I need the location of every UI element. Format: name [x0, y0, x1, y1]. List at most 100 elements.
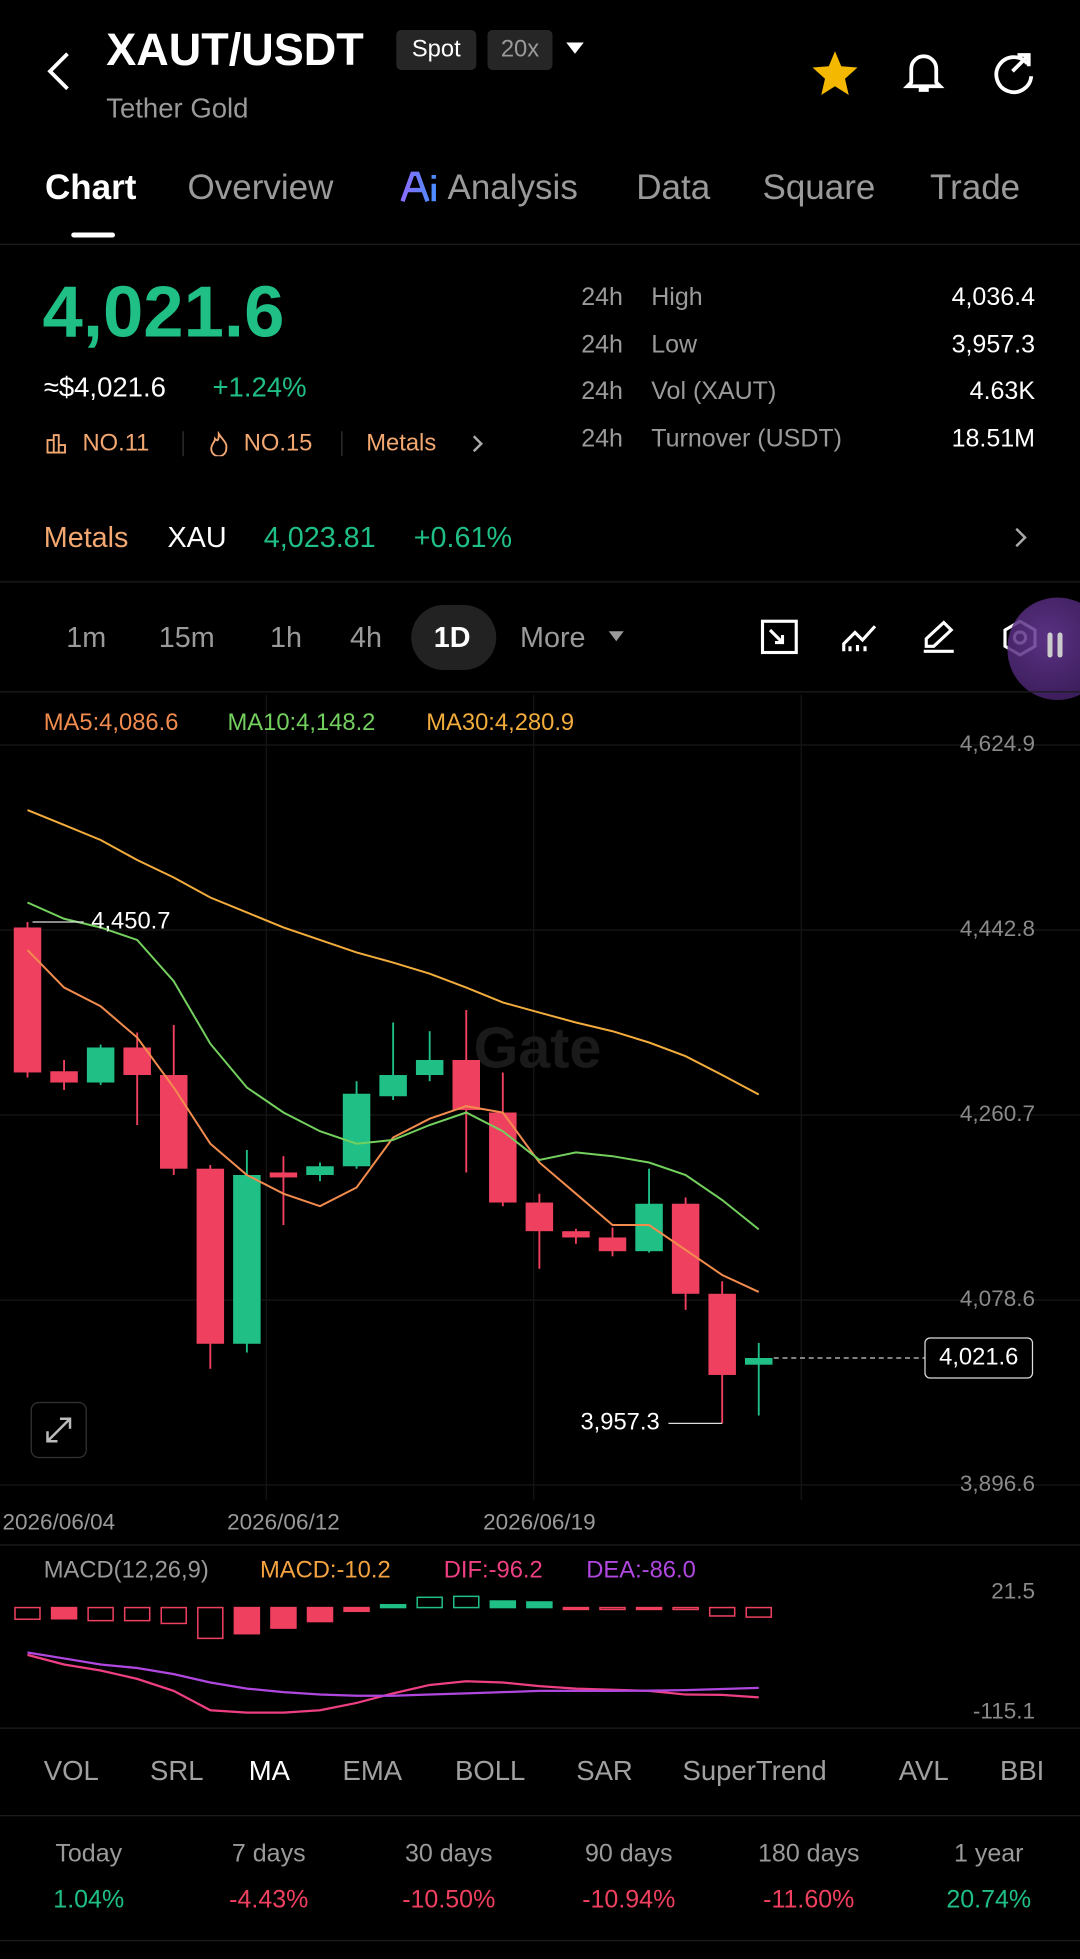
macd-bar — [14, 1606, 41, 1620]
interval[interactable]: 15m — [158, 620, 215, 654]
macd-bar — [635, 1606, 663, 1611]
related-price: 4,023.81 — [263, 520, 376, 554]
tag-spot[interactable]: Spot — [396, 30, 477, 70]
x-tick-label: 2026/06/04 — [3, 1510, 116, 1535]
legend-entry: DEA:-86.0 — [586, 1557, 696, 1584]
tab-indicator — [71, 232, 115, 238]
tab[interactable]: Chart — [45, 167, 137, 207]
indicator-tab[interactable]: AVL — [898, 1755, 949, 1787]
indicator-tab[interactable]: BOLL — [455, 1755, 526, 1787]
candle-body — [342, 1093, 371, 1167]
perf-period: 90 days — [584, 1840, 673, 1868]
macd-bar — [306, 1606, 334, 1623]
ai-icon — [400, 171, 436, 202]
legend-entry: MA5:4,086.6 — [44, 709, 179, 736]
stat-label: Turnover (USDT) — [651, 424, 843, 452]
candle-body — [562, 1231, 590, 1238]
interval[interactable]: 4h — [350, 620, 382, 654]
macd-bar — [599, 1606, 626, 1611]
interval-active-bg — [411, 605, 497, 670]
macd-bar — [416, 1596, 443, 1609]
perf-period: 30 days — [404, 1840, 493, 1868]
floating-assistant[interactable] — [1007, 597, 1080, 700]
tab[interactable]: Analysis — [447, 167, 578, 207]
tag-leverage[interactable]: 20x — [487, 30, 553, 70]
perf-period: 180 days — [758, 1840, 860, 1868]
macd-bar — [160, 1606, 187, 1625]
related-symbol[interactable]: XAU — [167, 520, 227, 554]
rank[interactable]: NO.15 — [243, 430, 313, 457]
chevron[interactable] — [1013, 526, 1028, 549]
chevron — [472, 435, 484, 453]
macd-bar — [123, 1606, 151, 1622]
y-tick-label: 21.5 — [991, 1578, 1035, 1603]
last-price-box — [924, 1337, 1034, 1379]
interval-more[interactable]: More — [520, 620, 586, 654]
category-link[interactable]: Metals — [366, 430, 437, 457]
low-label: 3,957.3 — [580, 1409, 659, 1436]
indicator-tab[interactable]: MA — [248, 1755, 290, 1787]
ma-line — [27, 901, 760, 1231]
divider — [0, 1940, 1080, 1942]
favorite-star[interactable] — [810, 49, 860, 97]
draw-icon[interactable] — [919, 619, 959, 657]
interval[interactable]: 1m — [66, 620, 107, 654]
indicator-tab[interactable]: SAR — [576, 1755, 633, 1787]
legend-entry: MA30:4,280.9 — [426, 709, 574, 736]
rank[interactable]: NO.11 — [82, 430, 150, 457]
indicator-icon[interactable] — [840, 619, 880, 657]
indicator-tab[interactable]: SuperTrend — [682, 1755, 827, 1787]
dropdown-caret[interactable] — [565, 41, 585, 56]
alert-bell[interactable] — [901, 49, 946, 97]
macd-bar — [562, 1606, 590, 1611]
perf-value: -4.43% — [229, 1886, 309, 1914]
y-tick-label: -115.1 — [973, 1698, 1035, 1723]
ma-line — [26, 949, 760, 1293]
expand-button[interactable] — [30, 1401, 87, 1459]
expand-icon — [46, 1417, 72, 1443]
stat-value: 3,957.3 — [951, 330, 1035, 359]
pair-title: XAUT/USDT — [106, 23, 364, 75]
stat-period: 24h — [581, 424, 623, 452]
y-tick-label: 4,624.9 — [960, 731, 1035, 756]
interval[interactable]: 1D — [433, 620, 471, 654]
candle-body — [452, 1059, 480, 1110]
divider — [0, 1815, 1080, 1817]
perf-period: 7 days — [231, 1840, 306, 1868]
x-tick-label: 2026/06/12 — [227, 1510, 340, 1535]
candle-body — [123, 1047, 151, 1076]
pair-subtitle: Tether Gold — [106, 92, 249, 124]
indicator-tab[interactable]: VOL — [43, 1755, 99, 1787]
perf-value: -10.50% — [402, 1886, 496, 1914]
last-price-label: 4,021.6 — [939, 1343, 1018, 1370]
tab[interactable]: Overview — [187, 167, 334, 207]
back-button[interactable] — [43, 50, 76, 93]
legend-entry: DIF:-96.2 — [444, 1557, 543, 1584]
macd-bar — [379, 1604, 407, 1609]
macd-bar — [672, 1606, 699, 1611]
indicator-tab[interactable]: BBI — [1000, 1755, 1045, 1787]
stat-value: 18.51M — [951, 424, 1035, 452]
refresh-button[interactable] — [990, 49, 1038, 97]
tab[interactable]: Square — [762, 167, 876, 207]
usd-price: ≈$4,021.6 — [43, 371, 166, 403]
candle-body — [233, 1174, 261, 1344]
indicator-tab[interactable]: SRL — [150, 1755, 204, 1787]
separator — [341, 431, 343, 457]
tool-icon[interactable] — [760, 619, 800, 657]
tab[interactable]: Data — [636, 167, 711, 207]
stat-label: High — [651, 283, 703, 312]
tab[interactable]: Trade — [930, 167, 1021, 207]
interval[interactable]: 1h — [270, 620, 302, 654]
watermark: Gate — [474, 1017, 602, 1081]
perf-period: Today — [55, 1840, 123, 1868]
indicator-tab[interactable]: EMA — [342, 1755, 403, 1787]
candle-body — [708, 1293, 736, 1375]
macd-bar — [87, 1606, 114, 1622]
perf-value: 20.74% — [946, 1886, 1032, 1914]
stat-value: 4,036.4 — [951, 283, 1035, 312]
candle-body — [671, 1203, 700, 1294]
